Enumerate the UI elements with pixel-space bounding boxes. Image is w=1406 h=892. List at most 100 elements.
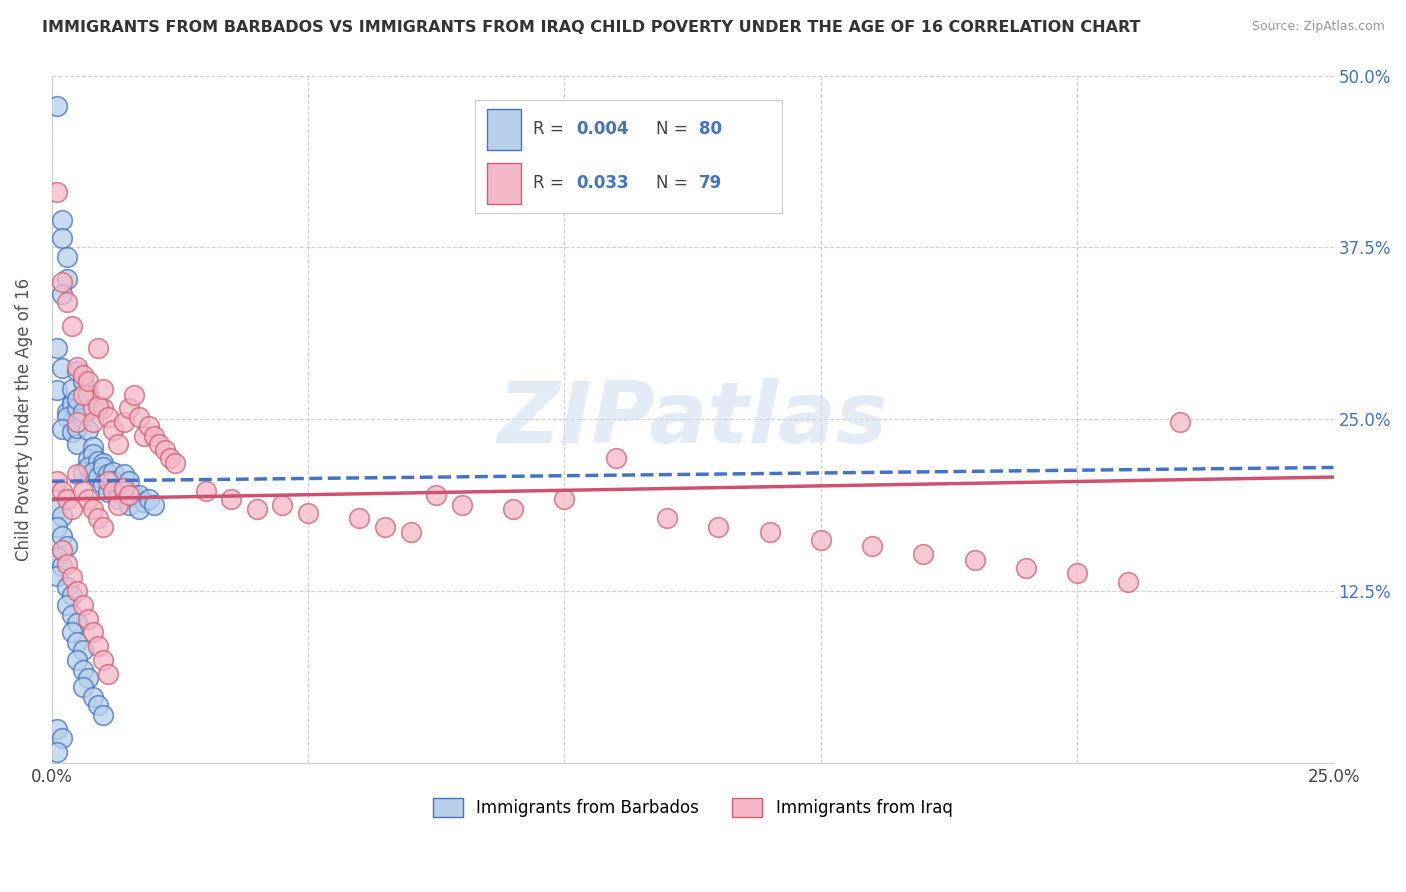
Point [72, 405, 94, 419]
Point [82, 465, 104, 479]
Point [810, 533, 832, 548]
Point [60, 501, 83, 516]
Point [399, 525, 422, 540]
Point [91, 460, 114, 475]
Point [605, 450, 627, 465]
Point [76, 452, 98, 467]
Point [502, 501, 524, 516]
Point [76, 492, 98, 507]
Point [45, 519, 67, 533]
Point [118, 474, 141, 488]
Point [163, 456, 186, 470]
Point [122, 489, 145, 503]
Point [107, 437, 129, 451]
Point [66, 364, 89, 378]
Point [66, 392, 89, 406]
Point [707, 519, 730, 533]
Point [103, 465, 125, 479]
Point [60, 588, 83, 602]
Point [45, 745, 67, 759]
Point [45, 549, 67, 564]
Point [60, 607, 83, 622]
Point [82, 625, 104, 640]
Point [655, 511, 678, 525]
Point [56, 272, 79, 286]
Point [51, 508, 73, 523]
Point [56, 295, 79, 310]
Point [51, 213, 73, 227]
Point [87, 698, 110, 713]
Point [45, 186, 67, 200]
Point [91, 519, 114, 533]
Point [143, 429, 166, 443]
Point [553, 492, 575, 507]
Point [87, 470, 110, 484]
Point [138, 492, 160, 507]
Point [51, 731, 73, 746]
Point [51, 422, 73, 436]
Point [138, 419, 160, 434]
Point [66, 437, 89, 451]
Point [122, 387, 145, 401]
Point [72, 387, 94, 401]
Point [860, 539, 883, 553]
Point [97, 485, 120, 500]
Point [97, 409, 120, 424]
Point [45, 384, 67, 398]
Point [72, 368, 94, 383]
Text: ZIPatlas: ZIPatlas [498, 378, 887, 461]
Point [45, 501, 67, 516]
Point [87, 511, 110, 525]
Point [76, 423, 98, 437]
Point [1066, 566, 1088, 581]
Y-axis label: Child Poverty Under the Age of 16: Child Poverty Under the Age of 16 [15, 277, 32, 561]
Point [148, 437, 170, 451]
Point [72, 411, 94, 425]
Point [128, 409, 150, 424]
Point [51, 529, 73, 543]
Point [91, 477, 114, 491]
Point [72, 643, 94, 657]
Point [118, 498, 141, 512]
Point [963, 552, 986, 566]
Point [103, 483, 125, 498]
Point [97, 666, 120, 681]
Point [60, 625, 83, 640]
Point [66, 415, 89, 429]
Point [159, 450, 181, 465]
Point [107, 483, 129, 498]
Point [1015, 561, 1038, 575]
Point [76, 460, 98, 475]
Point [51, 361, 73, 376]
Point [297, 506, 319, 520]
Point [82, 447, 104, 461]
Point [103, 474, 125, 488]
Point [60, 382, 83, 396]
Point [82, 690, 104, 705]
Point [60, 397, 83, 411]
Point [72, 681, 94, 695]
Point [91, 382, 114, 396]
Point [132, 429, 155, 443]
Text: Source: ZipAtlas.com: Source: ZipAtlas.com [1251, 20, 1385, 33]
Point [45, 99, 67, 113]
Point [56, 409, 79, 424]
Text: IMMIGRANTS FROM BARBADOS VS IMMIGRANTS FROM IRAQ CHILD POVERTY UNDER THE AGE OF : IMMIGRANTS FROM BARBADOS VS IMMIGRANTS F… [42, 20, 1140, 35]
Point [45, 474, 67, 488]
Point [82, 415, 104, 429]
Point [107, 492, 129, 507]
Point [451, 498, 474, 512]
Point [1118, 574, 1140, 589]
Point [76, 374, 98, 388]
Point [72, 483, 94, 498]
Point [87, 453, 110, 467]
Point [349, 511, 371, 525]
Point [56, 539, 79, 553]
Point [87, 341, 110, 355]
Point [912, 547, 935, 561]
Point [143, 498, 166, 512]
Point [374, 519, 396, 533]
Point [112, 483, 135, 498]
Point [97, 474, 120, 488]
Point [103, 423, 125, 437]
